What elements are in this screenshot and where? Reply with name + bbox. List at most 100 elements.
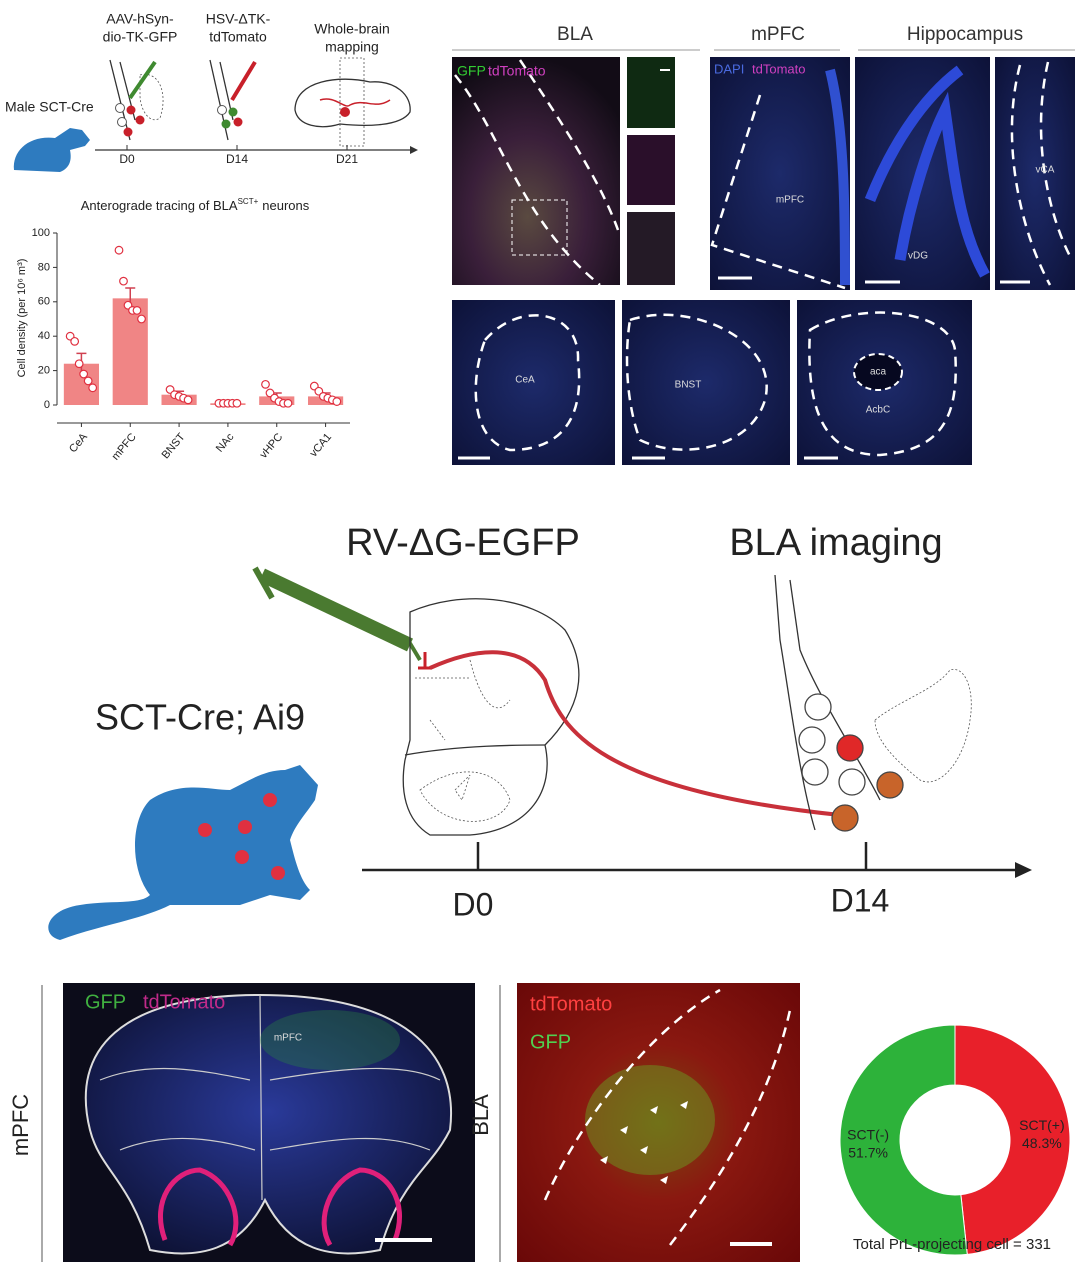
chart-title: Anterograde tracing of BLASCT+ neurons: [81, 197, 310, 213]
panel-header: Hippocampus: [907, 24, 1023, 45]
section-box: [339, 57, 365, 147]
x-tick-label: CeA: [67, 431, 90, 456]
data-point: [119, 276, 128, 286]
bla-outline: [774, 574, 881, 831]
cell-dot: [198, 823, 212, 837]
y-axis-label: Cell density (per 10⁶ m³): [16, 259, 28, 378]
timeline-arrow: [1015, 862, 1032, 878]
data-point: [283, 398, 293, 408]
micrograph: [622, 300, 790, 465]
channel-label: tdTomato: [752, 61, 805, 76]
channel-label: tdTomato: [488, 63, 546, 79]
day-label: D21: [336, 152, 358, 166]
x-tick-label: NAc: [214, 431, 237, 455]
cell: [801, 758, 829, 786]
cell: [228, 107, 238, 117]
x-tick-label: vHPC: [258, 431, 286, 461]
region-label: aca: [870, 367, 887, 378]
data-point: [70, 336, 80, 346]
region-label: CeA: [515, 375, 535, 386]
tissue-band: [864, 65, 990, 278]
region-label: BNST: [675, 380, 702, 391]
y-tick-label: 60: [38, 296, 50, 308]
title-text: neurons: [262, 198, 309, 213]
data-point: [79, 369, 89, 379]
projection: [429, 650, 841, 817]
panel-header: BLA: [557, 24, 593, 45]
x-tick-label: mPFC: [110, 431, 139, 463]
whole-brain: [294, 78, 411, 128]
brain-section: [402, 598, 580, 836]
brain-region: [415, 659, 511, 741]
region-outline: [454, 59, 620, 286]
mouse-icon: [48, 765, 318, 940]
micrograph-inset: [627, 135, 675, 205]
cell: [798, 726, 826, 754]
cell-dot: [263, 793, 277, 807]
brain-section: [404, 744, 546, 756]
segment-value: 48.3%: [1022, 1135, 1062, 1151]
data-point: [332, 397, 342, 406]
y-tick-label: 80: [38, 261, 50, 273]
segment-label: SCT(-): [847, 1126, 889, 1142]
micrograph-inset: [627, 57, 675, 128]
region-label: vCA: [1036, 165, 1055, 176]
cell: [117, 117, 127, 127]
region-label: AcbC: [866, 405, 890, 416]
cell: [804, 693, 832, 721]
brain-sketch: [139, 74, 164, 121]
step-label: mapping: [325, 39, 379, 55]
channel-label: GFP: [457, 63, 486, 79]
syringe-plunger: [252, 566, 275, 600]
step-label: HSV-ΔTK-: [206, 11, 271, 27]
top-images: BLA mPFC Hippocampus GFP tdTomato DAPI t…: [452, 24, 1075, 465]
region-outline: [474, 314, 581, 452]
title-text: Anterograde tracing of BLA: [81, 198, 238, 213]
y-tick-label: 20: [38, 365, 50, 377]
bar: [112, 298, 148, 405]
cell: [876, 771, 904, 799]
data-point: [261, 379, 270, 389]
bottom-images: mPFC GFP tdTomato mPFC BLA tdTomato GFP: [8, 983, 800, 1262]
title-sup: SCT+: [238, 197, 259, 206]
x-tick-label: BNST: [160, 431, 188, 461]
channel-label: DAPI: [714, 61, 744, 76]
channel-label: tdTomato: [530, 993, 612, 1015]
day-label: D0: [453, 886, 494, 922]
data-point: [232, 398, 242, 408]
data-point: [132, 306, 142, 315]
bla-region: [874, 669, 972, 783]
cell: [217, 105, 227, 115]
zoom-box: [511, 199, 568, 256]
channel-label: tdTomato: [143, 991, 225, 1013]
syringe: [128, 60, 157, 100]
step-label: tdTomato: [209, 29, 267, 45]
cell: [831, 804, 859, 832]
cell-dot: [271, 866, 285, 880]
region-outline: [543, 988, 792, 1246]
region-outline: [710, 94, 846, 290]
region-label: mPFC: [274, 1033, 302, 1044]
data-point: [74, 359, 84, 369]
region-label: vDG: [908, 251, 928, 262]
data-point: [137, 314, 146, 324]
segment-label: SCT(+): [1019, 1117, 1065, 1133]
mouse-icon: [13, 128, 90, 172]
cell: [126, 105, 136, 115]
region-outline: [625, 313, 768, 451]
data-point: [183, 395, 193, 405]
timeline-arrow: [410, 146, 418, 154]
injection-site: [418, 652, 432, 670]
cell-dot: [238, 820, 252, 834]
subject-label: Male SCT-Cre: [5, 99, 94, 115]
channel-label: GFP: [85, 991, 126, 1013]
syringe: [252, 566, 422, 662]
rv-schematic: RV-ΔG-EGFP BLA imaging SCT-Cre; Ai9 D0 D…: [48, 522, 1032, 940]
brain-region: [419, 771, 511, 822]
brain-sketch: [109, 59, 136, 141]
tissue-band: [825, 68, 850, 286]
cell: [233, 117, 243, 127]
micrograph: [710, 57, 850, 290]
